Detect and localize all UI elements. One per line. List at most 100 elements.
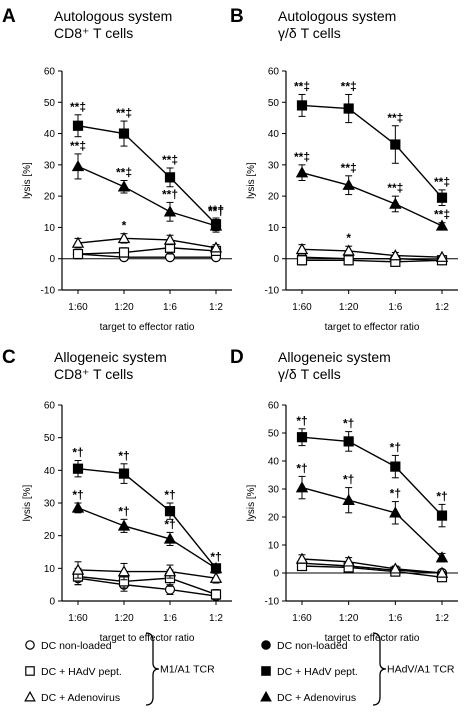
data-point [390,461,401,472]
y-tick-label: 40 [44,129,56,140]
significance-label: *† [296,461,307,475]
significance-label: **† [162,187,178,201]
data-point [390,139,401,150]
significance-label: * [122,219,127,233]
series-line [77,575,217,596]
data-point [389,197,402,209]
series-square-filled: **‡ **‡ **‡ **† [70,100,224,232]
legend-label: DC non-loaded [277,640,348,652]
data-point [295,166,309,178]
data-point [71,236,85,248]
legend-label: DC + Adenovirus [41,692,120,704]
data-point [118,468,130,479]
x-tick-label: 1:60 [292,302,312,313]
series-triangle-open [71,561,223,584]
significance-label: *† [118,504,129,518]
significance-label: **† [208,203,224,217]
x-tick-label: 1:60 [68,302,88,313]
y-tick-label: 60 [268,67,280,78]
panel-letter: A [2,6,16,27]
y-tick-label: 0 [273,254,279,265]
x-axis-label: target to effector ratio [100,322,195,333]
panel-subtitle: CD8⁺ T cells [54,366,133,382]
series-triangle-filled: *† *† *† [71,488,223,574]
series-square-filled: *† *† *† *† [72,446,222,574]
significance-label: * [346,231,351,245]
legend-label: DC non-loaded [41,640,112,652]
data-point [343,436,354,447]
data-point [117,180,131,192]
series-line [77,237,217,249]
series-line [302,259,443,263]
x-tick-label: 1:6 [388,613,402,624]
series-line [77,577,217,597]
x-tick-label: 1:60 [292,613,312,624]
data-point [435,566,449,578]
y-tick-label: 30 [44,499,56,510]
legend-marker [261,640,271,650]
significance-label: *† [164,517,175,531]
y-tick-label: 0 [49,597,55,608]
legend-marker [25,666,35,676]
x-axis-label: target to effector ratio [325,322,420,333]
y-tick-label: 0 [49,254,55,265]
significance-label: **‡ [387,111,403,125]
y-axis-label: lysis [%] [22,162,33,199]
legend-group-label: M1/A1 TCR [160,664,215,676]
significance-label: **‡ [294,79,310,93]
significance-label: *† [343,473,354,487]
x-tick-label: 1:6 [163,302,177,313]
data-point [71,501,85,513]
data-point [436,510,448,521]
data-point [342,555,355,567]
panel-title: Allogeneic system [278,349,391,365]
y-tick-label: 40 [44,466,56,477]
significance-label: **‡ [434,208,450,222]
series-line [301,256,443,261]
significance-label: **‡ [341,161,357,175]
data-point [210,589,222,600]
y-tick-label: 40 [268,457,280,468]
x-tick-label: 1:60 [68,613,88,624]
y-tick-label: 50 [44,433,56,444]
data-point [342,178,355,190]
series-triangle-open: * [295,231,449,262]
legend-label: DC + Adenovirus [277,692,356,704]
panel-title: Allogeneic system [54,349,167,365]
y-tick-label: 50 [268,98,280,109]
series-line [301,172,443,227]
x-tick-label: 1:20 [114,613,134,624]
significance-label: **‡ [116,166,132,180]
data-point [343,255,354,266]
legend-label: DC + HAdV pept. [277,666,358,678]
y-tick-label: 10 [44,564,56,575]
y-tick-label: 10 [268,223,280,234]
y-tick-label: 20 [44,192,56,203]
data-point [389,562,402,574]
data-point [71,563,85,575]
series-line [77,468,217,569]
significance-label: **‡ [294,150,310,164]
x-tick-label: 1:2 [435,302,449,313]
x-axis-label: target to effector ratio [100,633,195,644]
legend-2: DC non-loaded DC + HAdV pept. DC + Adenovi… [260,632,455,706]
series-square-filled: *† *† *† *† [296,414,448,528]
series-line [77,253,216,258]
significance-label: *† [343,417,354,431]
panel-letter: B [230,6,244,27]
series-square-filled: **‡ **‡ **‡ **‡ [294,79,450,207]
data-point [209,571,223,583]
y-tick-label: 20 [268,192,280,203]
data-point [164,506,176,517]
significance-label: **‡ [116,106,132,120]
data-point [163,565,177,577]
data-point [164,172,176,183]
data-point [343,103,354,114]
data-point [296,100,308,111]
y-tick-label: 20 [44,531,56,542]
series-circle-open [72,248,222,263]
x-tick-label: 1:6 [388,302,402,313]
